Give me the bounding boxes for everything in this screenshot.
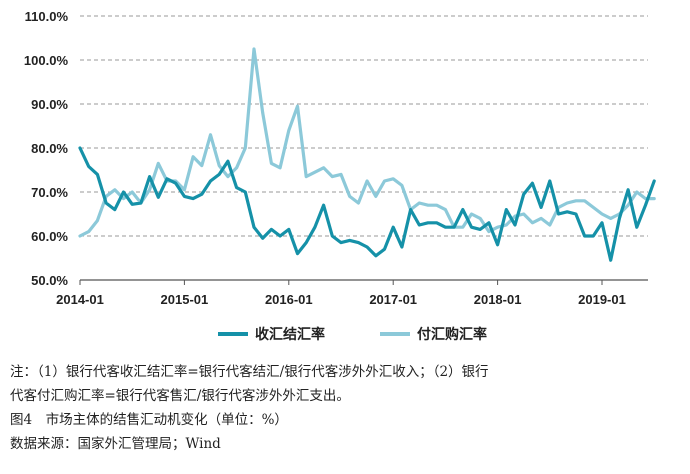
note-line-1: 注：（1）银行代客收汇结汇率=银行代客结汇/银行代客涉外外汇收入；（2）银行 [10, 364, 489, 380]
series-lines [78, 47, 656, 262]
y-tick-label: 100.0% [24, 53, 69, 68]
y-tick-label: 70.0% [31, 185, 68, 200]
y-tick-label: 60.0% [31, 229, 68, 244]
note-line-2: 代客付汇购汇率=银行代客售汇/银行代客涉外外汇支出。 [10, 388, 350, 404]
y-tick-label: 80.0% [31, 141, 68, 156]
x-tick-label: 2019-01 [578, 292, 626, 307]
figure-title: 图4 市场主体的结售汇动机变化（单位：%） [10, 412, 288, 428]
series-line-1 [78, 146, 656, 262]
gridlines [80, 15, 648, 237]
legend-label: 收汇结汇率 [255, 326, 325, 343]
series-line-2 [78, 47, 656, 238]
x-axis: 2014-01 2015-01 2016-01 2017-01 2018-01 2019-… [56, 279, 648, 307]
y-axis-ticks: 50.0% 60.0% 70.0% 80.0% 90.0% 100.0% 110.0% [24, 9, 69, 288]
y-tick-label: 110.0% [25, 9, 69, 24]
x-tick-label: 2017-01 [369, 292, 417, 307]
y-tick-label: 90.0% [31, 97, 68, 112]
y-tick-label: 50.0% [31, 273, 68, 288]
x-tick-label: 2016-01 [265, 292, 313, 307]
data-source: 数据来源：国家外汇管理局；Wind [10, 436, 221, 452]
chart-notes: 注：（1）银行代客收汇结汇率=银行代客结汇/银行代客涉外外汇收入；（2）银行 代… [10, 360, 680, 456]
x-tick-label: 2018-01 [474, 292, 522, 307]
line-chart: 50.0% 60.0% 70.0% 80.0% 90.0% 100.0% 110.0% 20… [24, 9, 656, 343]
x-tick-label: 2014-01 [56, 292, 104, 307]
x-tick-label: 2015-01 [161, 292, 209, 307]
legend: 收汇结汇率 付汇购汇率 [218, 326, 487, 343]
legend-label: 付汇购汇率 [417, 326, 487, 343]
